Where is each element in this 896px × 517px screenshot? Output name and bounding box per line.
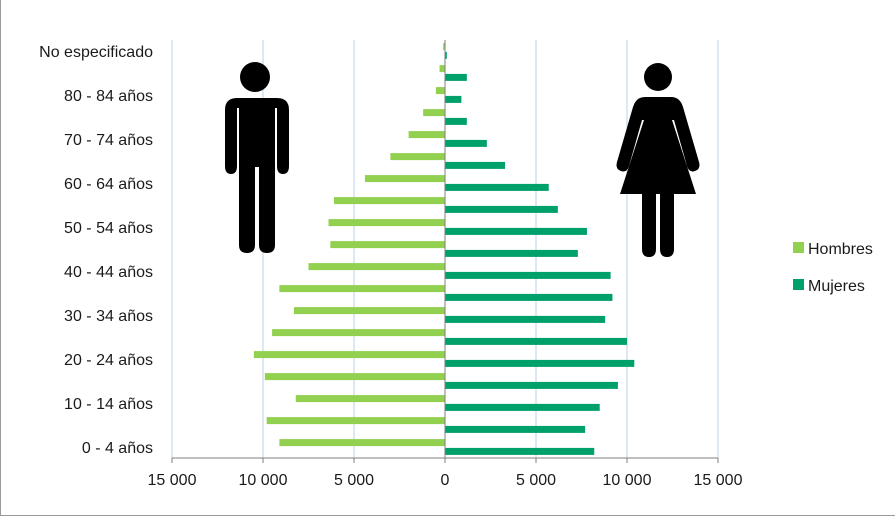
bar-hombres [439, 65, 445, 73]
category-label: 0 - 4 años [82, 440, 153, 457]
bar-hombres [295, 395, 445, 403]
category-label: No especificado [39, 44, 153, 61]
bar-hombres [333, 197, 445, 205]
category-label: 20 - 24 años [64, 352, 153, 369]
category-label: 30 - 34 años [64, 308, 153, 325]
female-figure-icon [616, 63, 700, 257]
bar-mujeres [445, 139, 487, 147]
bar-hombres [364, 175, 445, 183]
bar-hombres [408, 131, 445, 139]
bar-hombres [390, 153, 445, 161]
bar-mujeres [445, 359, 635, 367]
x-axis: 15 000 10 000 5 000 0 5 000 10 000 15 000 [148, 40, 743, 489]
category-label: 40 - 44 años [64, 264, 153, 281]
legend-label-hombres: Hombres [808, 241, 873, 258]
bar-mujeres [445, 117, 467, 125]
x-tick-label: 10 000 [239, 472, 288, 489]
legend-label-mujeres: Mujeres [808, 278, 865, 295]
bars [253, 43, 635, 455]
category-label: 80 - 84 años [64, 88, 153, 105]
category-labels: 0 - 4 años 10 - 14 años 20 - 24 años 30 - 3… [39, 44, 153, 457]
bar-mujeres [445, 249, 578, 257]
bar-hombres [293, 307, 445, 315]
x-tick-label: 5 000 [516, 472, 556, 489]
legend-swatch-hombres [793, 242, 804, 253]
category-label: 60 - 64 años [64, 176, 153, 193]
x-tick-label: 5 000 [334, 472, 374, 489]
bar-hombres [272, 329, 445, 337]
bar-mujeres [445, 227, 587, 235]
bar-mujeres [445, 425, 586, 433]
bar-mujeres [445, 271, 611, 279]
bar-hombres [330, 241, 445, 249]
bar-mujeres [445, 293, 613, 301]
bar-hombres [264, 373, 445, 381]
legend: Hombres Mujeres [793, 241, 873, 295]
bar-mujeres [445, 315, 606, 323]
x-tick-label: 10 000 [603, 472, 652, 489]
bar-mujeres [445, 381, 618, 389]
bar-hombres [443, 43, 445, 51]
bar-hombres [308, 263, 445, 271]
male-figure-icon [225, 62, 289, 253]
bar-hombres [279, 285, 445, 293]
category-label: 50 - 54 años [64, 220, 153, 237]
bar-hombres [423, 109, 445, 117]
bar-mujeres [445, 403, 600, 411]
bar-mujeres [445, 161, 506, 169]
bar-mujeres [445, 73, 467, 81]
category-label: 70 - 74 años [64, 132, 153, 149]
category-label: 10 - 14 años [64, 396, 153, 413]
bar-mujeres [445, 95, 462, 103]
x-tick-label: 0 [441, 472, 450, 489]
bar-hombres [328, 219, 445, 227]
bar-mujeres [445, 183, 549, 191]
bar-hombres [253, 351, 445, 359]
bar-hombres [279, 439, 445, 447]
bar-mujeres [445, 205, 558, 213]
x-tick-label: 15 000 [148, 472, 197, 489]
bar-hombres [266, 417, 445, 425]
bar-mujeres [445, 447, 595, 455]
legend-swatch-mujeres [793, 279, 804, 290]
bar-mujeres [445, 337, 627, 345]
bar-mujeres [445, 51, 447, 59]
bar-hombres [435, 87, 445, 95]
x-tick-label: 15 000 [694, 472, 743, 489]
